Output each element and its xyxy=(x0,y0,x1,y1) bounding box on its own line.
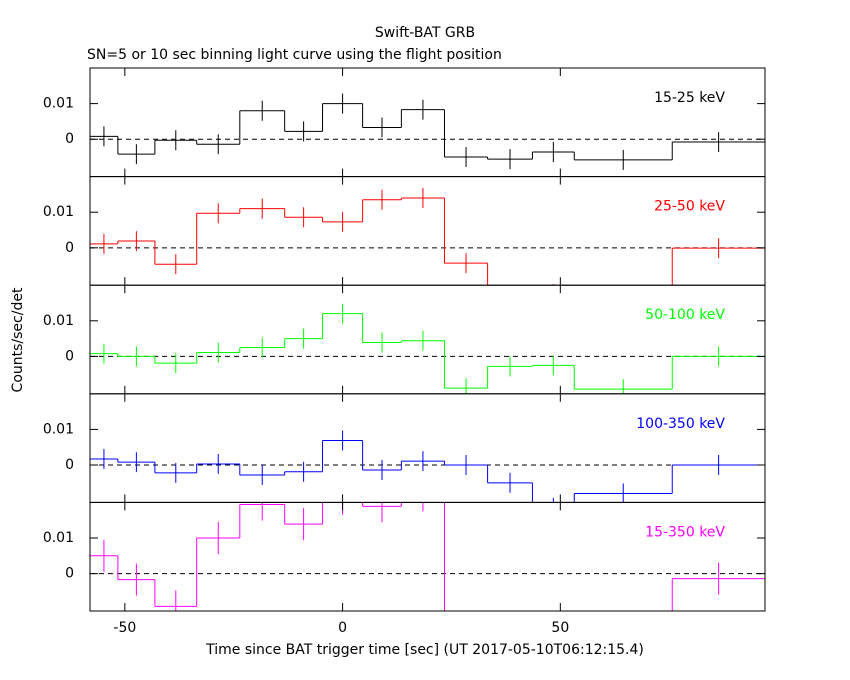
y-tick-label: 0.01 xyxy=(43,421,74,437)
panel-frame xyxy=(89,176,766,286)
panel xyxy=(90,303,765,394)
y-tick-label: 0.01 xyxy=(43,96,74,112)
y-tick-label: 0.01 xyxy=(43,313,74,329)
chart-title: Swift-BAT GRB xyxy=(375,25,475,41)
chart-subtitle: SN=5 or 10 sec binning light curve using… xyxy=(87,47,502,63)
y-tick-label: 0 xyxy=(65,131,74,147)
panel xyxy=(90,93,765,170)
panel-frame xyxy=(89,501,766,612)
panel-frame xyxy=(89,284,766,395)
x-tick-label: 50 xyxy=(551,620,569,636)
panel xyxy=(90,187,765,286)
y-tick-label: 0 xyxy=(65,240,74,256)
x-tick-label: 0 xyxy=(338,620,347,636)
y-tick-label: 0.01 xyxy=(43,204,74,220)
panel-label: 100-350 keV xyxy=(636,416,725,432)
panel-label: 25-50 keV xyxy=(654,199,725,215)
y-tick-label: 0 xyxy=(65,457,74,473)
y-tick-label: 0 xyxy=(65,348,74,364)
panel-label: 15-25 keV xyxy=(654,90,725,106)
x-axis-label: Time since BAT trigger time [sec] (UT 20… xyxy=(205,642,644,658)
y-tick-label: 0 xyxy=(65,566,74,582)
panel xyxy=(90,430,765,503)
x-tick-label: -50 xyxy=(113,620,136,636)
panel-frame xyxy=(89,393,766,503)
panel-label: 15-350 keV xyxy=(645,524,725,540)
y-tick-label: 0.01 xyxy=(43,530,74,546)
y-axis-label: Counts/sec/det xyxy=(10,287,26,392)
panel-label: 50-100 keV xyxy=(645,307,725,323)
